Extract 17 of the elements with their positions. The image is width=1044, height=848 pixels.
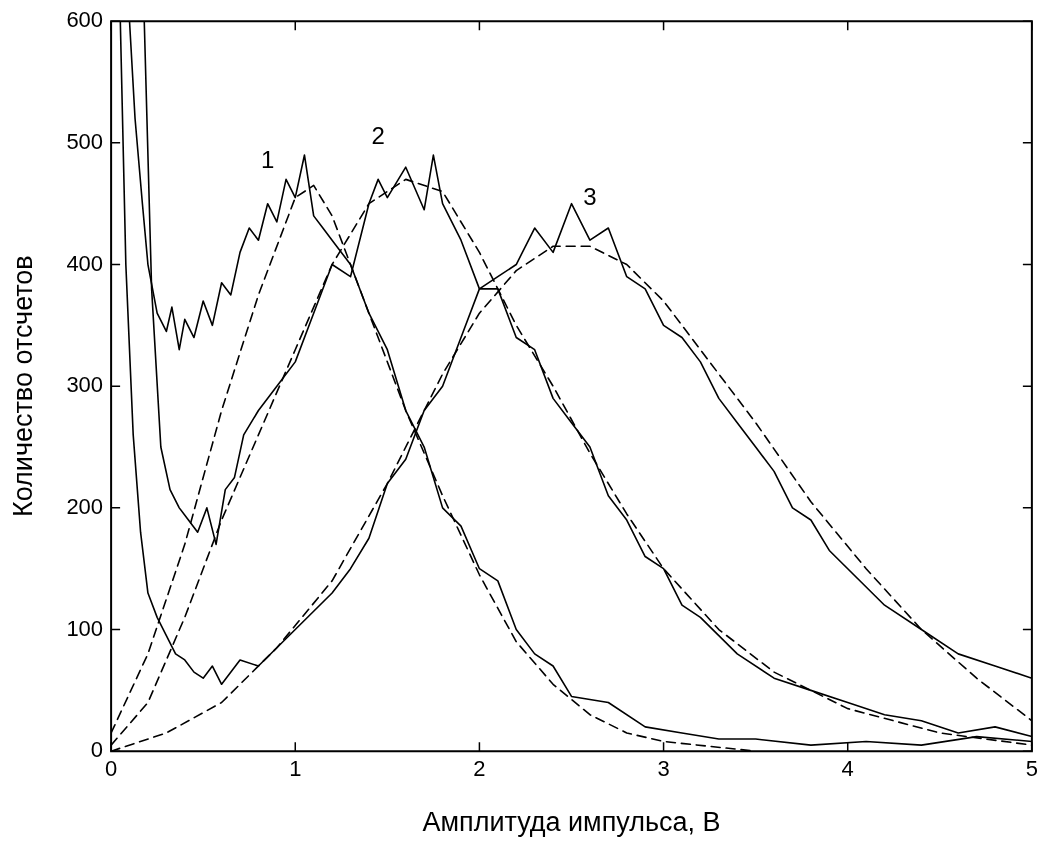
x-tick-label: 4 [841, 756, 854, 782]
y-tick-label: 600 [66, 7, 104, 33]
y-tick-label: 100 [66, 615, 104, 641]
y-tick-label: 300 [66, 372, 104, 398]
x-tick-label: 3 [657, 756, 670, 782]
y-tick-label: 0 [90, 737, 104, 763]
y-tick-label: 500 [66, 128, 104, 154]
y-tick-label: 400 [66, 250, 104, 276]
y-axis-title: Количество отсчетов [7, 255, 38, 518]
y-tick-label: 200 [66, 493, 104, 519]
x-tick-label: 5 [1025, 756, 1039, 782]
x-tick-label: 2 [473, 756, 486, 782]
x-axis-title: Амплитуда импульса, В [422, 807, 721, 838]
annotation: 2 [371, 121, 385, 149]
annotation: 3 [583, 182, 597, 210]
annotation: 1 [260, 146, 275, 174]
x-tick-label: 1 [289, 756, 302, 782]
